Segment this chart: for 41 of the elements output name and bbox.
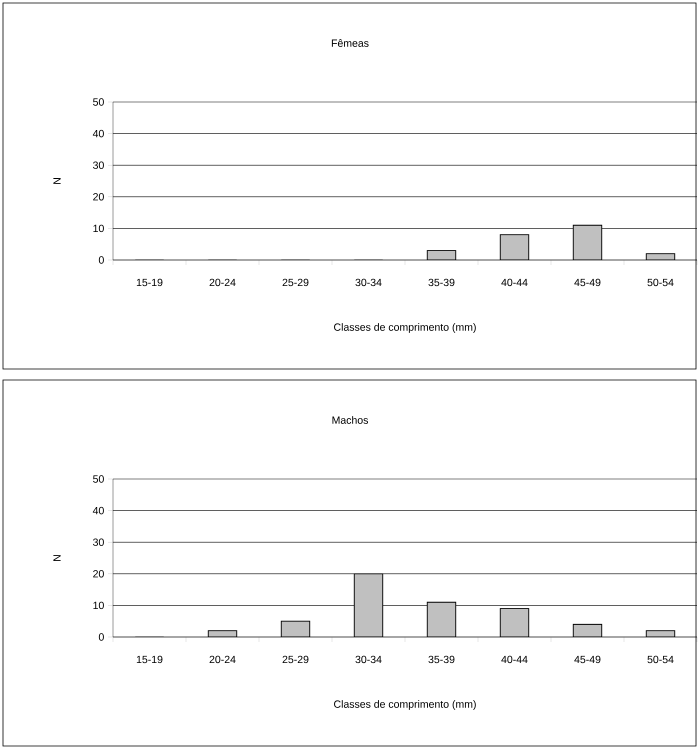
y-tick-label: 20 bbox=[93, 570, 104, 578]
y-tick-label: 40 bbox=[92, 506, 104, 514]
x-axis-title: Classes de comprimento (mm) bbox=[334, 323, 476, 333]
bar bbox=[280, 620, 310, 638]
bar bbox=[572, 224, 602, 260]
x-tick-label: 30-34 bbox=[355, 278, 382, 286]
x-tick-label: 25-29 bbox=[282, 656, 308, 664]
x-tick-label: 30-34 bbox=[355, 656, 382, 664]
bar bbox=[426, 602, 456, 638]
y-tick-label: 30 bbox=[93, 161, 104, 169]
bar bbox=[500, 608, 530, 638]
y-tick-label: 20 bbox=[93, 193, 104, 201]
y-tick-label: 0 bbox=[98, 633, 104, 641]
y-tick-label: 50 bbox=[93, 98, 104, 106]
y-tick-label: 10 bbox=[93, 224, 104, 232]
bar bbox=[573, 624, 602, 638]
x-axis-title: Classes de comprimento (mm) bbox=[334, 700, 476, 710]
bar bbox=[500, 234, 530, 260]
x-tick-label: 40-44 bbox=[501, 278, 528, 286]
y-tick-label: 30 bbox=[93, 538, 104, 546]
y-tick-label: 10 bbox=[93, 602, 104, 610]
x-tick-label: 20-24 bbox=[210, 656, 236, 664]
x-tick-label: 15-19 bbox=[136, 656, 162, 664]
bar bbox=[354, 573, 384, 638]
y-tick-label: 0 bbox=[98, 256, 104, 264]
x-tick-label: 35-39 bbox=[428, 278, 454, 286]
chart-title: Fêmeas bbox=[332, 39, 369, 47]
y-axis-title: N bbox=[53, 555, 61, 561]
x-tick-label: 50-54 bbox=[647, 278, 674, 286]
x-tick-label: 50-54 bbox=[647, 656, 674, 664]
x-tick-label: 25-29 bbox=[282, 278, 308, 286]
y-axis-title: N bbox=[53, 178, 61, 184]
x-tick-label: 35-39 bbox=[428, 656, 454, 664]
x-tick-label: 20-24 bbox=[210, 278, 236, 286]
x-tick-label: 45-49 bbox=[574, 278, 600, 286]
x-tick-label: 40-44 bbox=[501, 656, 528, 664]
x-tick-label: 15-19 bbox=[136, 278, 162, 286]
x-tick-label: 45-49 bbox=[574, 656, 600, 664]
y-tick-label: 40 bbox=[92, 130, 104, 138]
y-tick-label: 50 bbox=[93, 475, 104, 483]
chart-title: Machos bbox=[332, 416, 368, 424]
